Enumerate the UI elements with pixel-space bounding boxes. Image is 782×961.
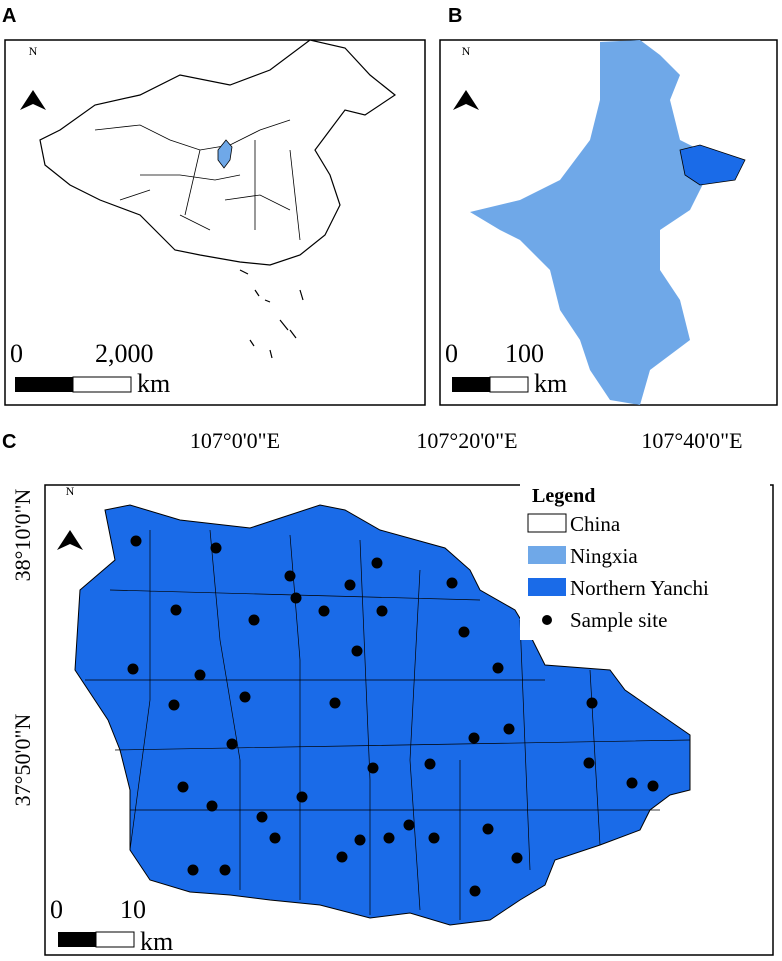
province-borders [94,119,301,241]
ningxia-shape [470,40,705,405]
sample-site [127,663,139,675]
sample-sites [127,535,659,897]
north-arrow [20,90,46,110]
sample-site [428,832,440,844]
scale-bar [58,932,96,947]
longitude-label: 107°0'0"E [190,428,280,453]
sample-site [177,781,189,793]
sample-site [626,777,638,789]
sample-site [344,579,356,591]
sample-site [269,832,281,844]
sample-site [482,823,494,835]
legend-swatch [528,546,566,564]
sample-site [226,738,238,750]
sample-site [290,592,302,604]
north-arrow [57,530,83,550]
scale-unit: km [140,927,173,956]
sample-site [371,557,383,569]
scale-unit: km [137,369,170,398]
sample-site [284,570,296,582]
sample-site [468,732,480,744]
china-outline [39,39,397,266]
sample-site [583,757,595,769]
legend-label: Ningxia [570,544,638,568]
legend-title: Legend [532,485,595,507]
scale-end: 100 [505,339,544,368]
sample-site [446,577,458,589]
scale-bar [489,376,529,393]
sample-site [424,758,436,770]
scale-start: 0 [445,339,458,368]
sample-site [318,605,330,617]
sample-site [239,691,251,703]
north-arrow [453,90,479,110]
scale-unit: km [534,369,567,398]
sample-site [351,645,363,657]
town-borders [85,529,691,920]
legend-label: Sample site [570,608,667,632]
islands [239,269,304,359]
north-label: N [462,44,471,58]
longitude-label: 107°40'0"E [641,428,742,453]
scale-bar [15,377,73,392]
sample-site [256,811,268,823]
scale-end: 10 [120,895,146,924]
sample-site [492,662,504,674]
sample-site [403,819,415,831]
sample-site [248,614,260,626]
sample-site [367,762,379,774]
sample-site [336,851,348,863]
sample-site [458,626,470,638]
sample-site [170,604,182,616]
panel-label: C [2,431,16,453]
yanchi-region [679,144,746,186]
sample-site [206,800,218,812]
latitude-label: 38°10'0"N [10,489,35,582]
latitude-label: 37°50'0"N [10,714,35,807]
sample-site [469,885,481,897]
longitude-label: 107°20'0"E [416,428,517,453]
sample-site [354,834,366,846]
sample-site [376,605,388,617]
sample-site [503,723,515,735]
sample-site [383,832,395,844]
sample-site [647,780,659,792]
legend-label: Northern Yanchi [570,576,709,600]
scale-bar [72,376,132,393]
legend-label: China [570,512,621,536]
sample-site [586,697,598,709]
north-label: N [29,44,38,58]
panel-label: A [2,5,16,27]
sample-site [296,791,308,803]
north-label: N [66,484,75,498]
scale-end: 2,000 [95,339,154,368]
sample-site [511,852,523,864]
sample-site [210,542,222,554]
sample-site [329,697,341,709]
legend-swatch [528,578,566,596]
panel-label: B [448,5,462,27]
legend-swatch [527,513,567,533]
ningxia-marker [217,139,233,169]
legend-dot [542,615,552,625]
scale-bar [452,377,490,392]
sample-site [187,864,199,876]
scale-start: 0 [50,895,63,924]
sample-site [168,699,180,711]
scale-start: 0 [10,339,23,368]
scale-bar [95,931,135,948]
sample-site [130,535,142,547]
sample-site [194,669,206,681]
sample-site [219,864,231,876]
